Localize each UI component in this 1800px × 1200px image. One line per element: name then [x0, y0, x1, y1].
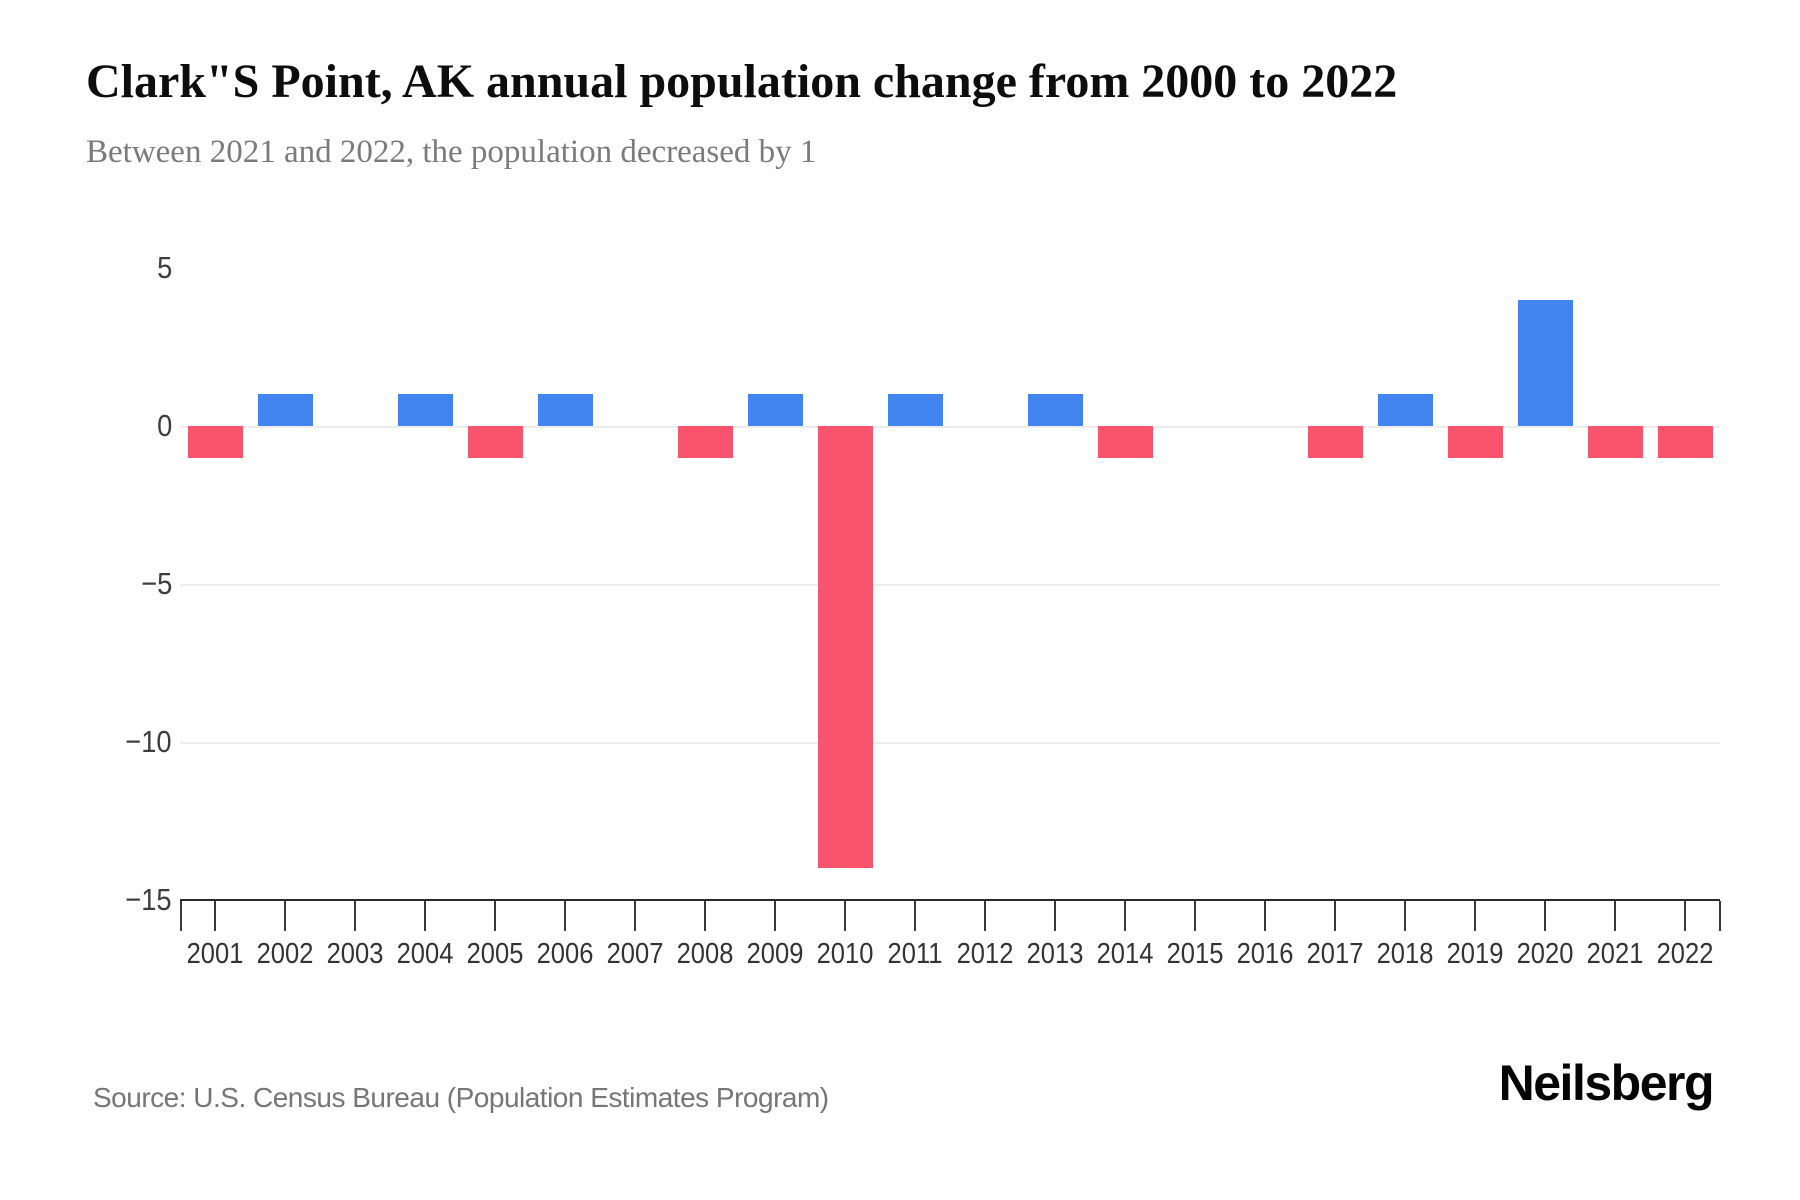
gridline: [180, 584, 1720, 586]
x-axis-tick: [1404, 901, 1406, 931]
x-axis-tick: [774, 901, 776, 931]
x-axis-tick: [914, 901, 916, 931]
neilsberg-logo: Neilsberg: [1498, 1055, 1715, 1111]
y-axis-label: −5: [140, 566, 172, 601]
gridline: [180, 426, 1720, 428]
x-axis-tick: [634, 901, 636, 931]
x-axis-tick: [1684, 901, 1686, 931]
x-axis-tick: [844, 901, 846, 931]
x-axis-tick: [424, 901, 426, 931]
x-axis-label-2010: 2010: [816, 938, 874, 970]
x-axis-tick: [1264, 901, 1266, 931]
bar-2002: [257, 394, 313, 426]
x-axis-label-2018: 2018: [1376, 938, 1434, 970]
bar-2013: [1027, 394, 1083, 426]
bar-2001: [187, 426, 243, 458]
x-axis-tick: [1124, 901, 1126, 931]
y-axis-label: 0: [156, 408, 172, 443]
bar-2011: [887, 394, 943, 426]
y-axis-label: −10: [125, 724, 172, 759]
x-axis-label-2022: 2022: [1656, 938, 1714, 970]
x-axis-tick: [284, 901, 286, 931]
bar-2019: [1447, 426, 1503, 458]
x-axis-tick: [564, 901, 566, 931]
page-title: Clark"S Point, AK annual population chan…: [86, 55, 1398, 108]
x-axis-tick: [1614, 901, 1616, 931]
x-axis-label-2006: 2006: [536, 938, 594, 970]
bar-2022: [1657, 426, 1713, 458]
x-axis-label-2008: 2008: [676, 938, 734, 970]
gridline: [180, 742, 1720, 744]
x-axis-label-2014: 2014: [1096, 938, 1154, 970]
x-axis-label-2019: 2019: [1446, 938, 1504, 970]
x-axis-label-2005: 2005: [466, 938, 524, 970]
bar-2004: [397, 394, 453, 426]
x-axis-label-2013: 2013: [1026, 938, 1084, 970]
x-axis-tick: [984, 901, 986, 931]
x-axis-label-2009: 2009: [746, 938, 804, 970]
x-axis-tick: [1474, 901, 1476, 931]
x-axis-label-2004: 2004: [396, 938, 454, 970]
x-axis-tick: [1544, 901, 1546, 931]
x-axis-tick: [704, 901, 706, 931]
x-axis-label-2017: 2017: [1306, 938, 1364, 970]
x-axis-edge-tick: [180, 901, 182, 931]
y-axis-label: 5: [156, 250, 172, 285]
bar-2009: [747, 394, 803, 426]
bar-2021: [1587, 426, 1643, 458]
x-axis-label-2001: 2001: [186, 938, 244, 970]
bar-2008: [677, 426, 733, 458]
x-axis-tick: [1334, 901, 1336, 931]
x-axis-label-2020: 2020: [1516, 938, 1574, 970]
x-axis-edge-tick: [1719, 901, 1721, 931]
bar-2006: [537, 394, 593, 426]
bar-2018: [1377, 394, 1433, 426]
x-axis-label-2002: 2002: [256, 938, 314, 970]
x-axis-line: [180, 899, 1720, 901]
x-axis-tick: [1054, 901, 1056, 931]
x-axis-tick: [354, 901, 356, 931]
x-axis-label-2012: 2012: [956, 938, 1014, 970]
bar-2005: [467, 426, 523, 458]
page-subtitle: Between 2021 and 2022, the population de…: [86, 134, 817, 170]
x-axis-label-2021: 2021: [1586, 938, 1644, 970]
x-axis-label-2003: 2003: [326, 938, 384, 970]
x-axis-tick: [214, 901, 216, 931]
x-axis-label-2011: 2011: [887, 938, 943, 970]
x-axis-tick: [494, 901, 496, 931]
x-axis-tick: [1194, 901, 1196, 931]
y-axis-label: −15: [125, 882, 172, 917]
source-attribution: Source: U.S. Census Bureau (Population E…: [93, 1082, 829, 1113]
x-axis-label-2015: 2015: [1166, 938, 1224, 970]
x-axis-label-2007: 2007: [606, 938, 664, 970]
x-axis-label-2016: 2016: [1236, 938, 1294, 970]
bar-2020: [1517, 299, 1573, 426]
bar-2014: [1097, 426, 1153, 458]
bar-2010: [817, 426, 873, 869]
bar-2017: [1307, 426, 1363, 458]
